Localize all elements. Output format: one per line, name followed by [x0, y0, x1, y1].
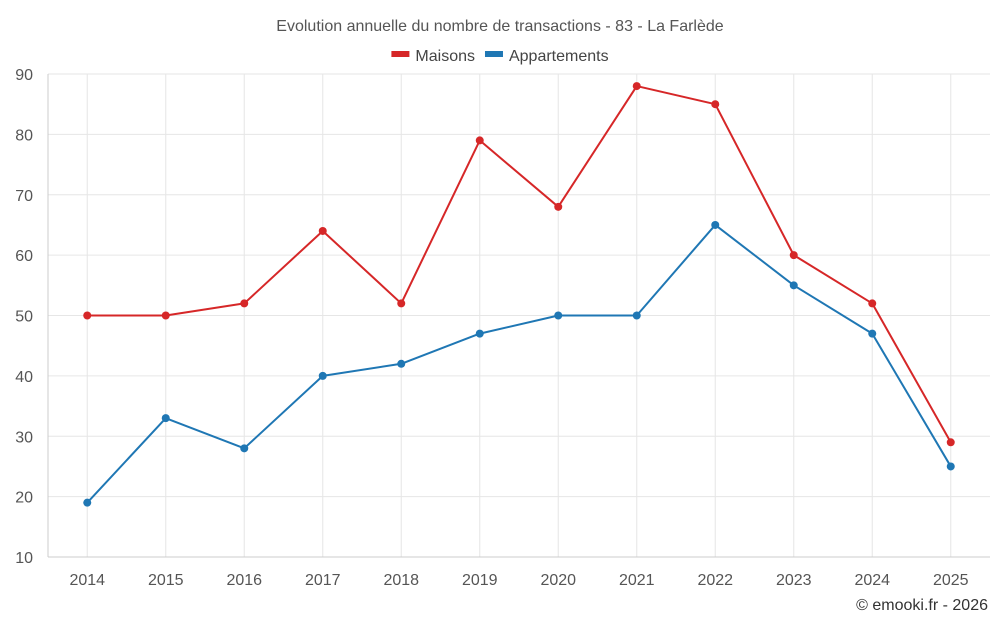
series	[83, 82, 955, 507]
x-tick-label: 2017	[305, 572, 341, 589]
x-tick-label: 2022	[697, 572, 733, 589]
data-point-maisons[interactable]	[946, 438, 955, 447]
series-line-appartements	[86, 223, 952, 504]
x-tick-label: 2014	[69, 572, 105, 589]
data-point-maisons[interactable]	[318, 226, 327, 235]
x-tick-label: 2020	[540, 572, 576, 589]
data-point-appartements[interactable]	[161, 414, 170, 423]
data-point-maisons[interactable]	[711, 100, 720, 109]
x-tick-label: 2015	[148, 572, 184, 589]
data-point-appartements[interactable]	[632, 311, 641, 320]
chart-title: Evolution annuelle du nombre de transact…	[276, 18, 723, 35]
data-point-maisons[interactable]	[632, 82, 641, 91]
y-tick-label: 20	[15, 490, 33, 507]
data-point-maisons[interactable]	[789, 251, 798, 260]
credit-text: © emooki.fr - 2026	[856, 597, 988, 614]
data-point-appartements[interactable]	[946, 462, 955, 471]
data-point-maisons[interactable]	[240, 299, 249, 308]
data-point-maisons[interactable]	[397, 299, 406, 308]
y-tick-label: 70	[15, 188, 33, 205]
x-tick-label: 2023	[776, 572, 812, 589]
x-tick-label: 2019	[462, 572, 498, 589]
y-tick-label: 40	[15, 369, 33, 386]
data-point-appartements[interactable]	[789, 281, 798, 290]
x-tick-label: 2024	[854, 572, 890, 589]
legend-label-maisons[interactable]: Maisons	[415, 48, 475, 65]
x-tick-label: 2016	[226, 572, 262, 589]
x-tick-label: 2025	[933, 572, 969, 589]
data-point-appartements[interactable]	[711, 220, 720, 229]
legend-swatch-appartements	[484, 51, 503, 57]
x-tick-label: 2018	[383, 572, 419, 589]
y-tick-label: 80	[15, 127, 33, 144]
data-point-appartements[interactable]	[318, 371, 327, 380]
data-point-appartements[interactable]	[83, 498, 92, 507]
data-point-appartements[interactable]	[475, 329, 484, 338]
legend: Maisons Appartements	[391, 48, 609, 65]
data-point-appartements[interactable]	[554, 311, 563, 320]
data-point-appartements[interactable]	[397, 359, 406, 368]
x-tick-label: 2021	[619, 572, 655, 589]
data-point-maisons[interactable]	[554, 202, 563, 211]
data-point-appartements[interactable]	[240, 444, 249, 453]
data-point-maisons[interactable]	[83, 311, 92, 320]
y-tick-label: 50	[15, 309, 33, 326]
series-line-maisons	[87, 85, 952, 443]
data-point-appartements[interactable]	[868, 329, 877, 338]
y-tick-label: 10	[15, 550, 33, 567]
legend-swatch-maisons	[391, 51, 410, 57]
axes: 10 20 30 40 50 60 70 80 90 2014 2015 2016 2017 2018 20…	[15, 67, 990, 589]
data-point-maisons[interactable]	[475, 136, 484, 145]
data-point-maisons[interactable]	[868, 299, 877, 308]
y-tick-label: 90	[15, 67, 33, 84]
data-point-maisons[interactable]	[161, 311, 170, 320]
y-tick-label: 60	[15, 248, 33, 265]
grid	[48, 73, 990, 557]
legend-label-appartements[interactable]: Appartements	[509, 48, 609, 65]
y-tick-label: 30	[15, 429, 33, 446]
